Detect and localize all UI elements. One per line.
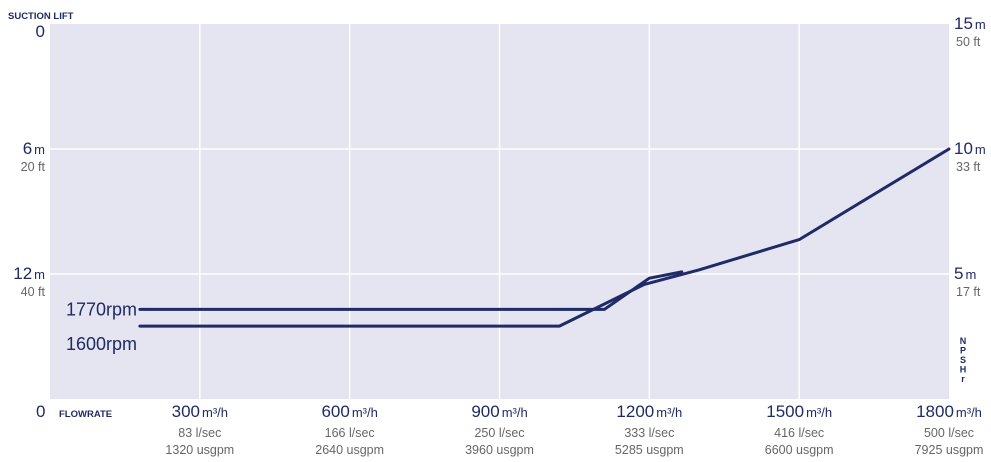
left-tick-label: 12 m xyxy=(13,264,45,283)
x-tick-sub-usgpm: 3960 usgpm xyxy=(465,443,534,457)
series-layer xyxy=(138,147,951,328)
x-tick-label: 300 m³/h xyxy=(172,402,228,421)
left-tick-sub: 40 ft xyxy=(21,285,46,299)
x-tick-sub-usgpm: 7925 usgpm xyxy=(915,443,984,457)
left-axis-title: SUCTION LIFT xyxy=(8,11,74,22)
npshr-axis-letter: r xyxy=(961,374,965,384)
x-tick-label: 1500 m³/h xyxy=(766,402,832,421)
grid-lines xyxy=(50,24,949,399)
x-tick-sub-usgpm: 5285 usgpm xyxy=(615,443,684,457)
bottom-axis-title: FLOWRATE xyxy=(59,409,112,420)
series-label: 1770rpm xyxy=(66,299,137,319)
x-tick-sub-lps: 83 l/sec xyxy=(178,426,221,440)
left-tick-sub: 20 ft xyxy=(21,160,46,174)
npshr-axis-letter: H xyxy=(960,365,967,375)
x-tick-sub-lps: 416 l/sec xyxy=(774,426,824,440)
x-tick-sub-usgpm: 1320 usgpm xyxy=(165,443,234,457)
x-tick-sub-lps: 250 l/sec xyxy=(474,426,524,440)
npshr-axis-letter: N xyxy=(960,336,967,346)
npshr-axis-letter: S xyxy=(960,355,966,365)
right-tick-label: 10 m xyxy=(954,139,986,158)
x-tick-label: 600 m³/h xyxy=(321,402,377,421)
right-tick-sub: 17 ft xyxy=(956,285,981,299)
x-tick-sub-lps: 333 l/sec xyxy=(624,426,674,440)
npshr-axis-letter: P xyxy=(960,346,966,356)
origin-label: 0 xyxy=(36,402,45,421)
x-tick-sub-lps: 166 l/sec xyxy=(325,426,375,440)
x-tick-label: 900 m³/h xyxy=(471,402,527,421)
axis-labels: SUCTION LIFT FLOWRATE 0 300 m³/h 83 l/sec 1… xyxy=(8,11,986,457)
x-tick-label: 1800 m³/h xyxy=(916,402,982,421)
series-label: 1600rpm xyxy=(66,334,137,354)
x-tick-sub-lps: 500 l/sec xyxy=(924,426,974,440)
left-tick-label: 0 xyxy=(36,22,45,41)
right-tick-sub: 50 ft xyxy=(956,35,981,49)
series-line-1600rpm xyxy=(138,147,951,328)
x-tick-sub-usgpm: 6600 usgpm xyxy=(765,443,834,457)
right-tick-sub: 33 ft xyxy=(956,160,981,174)
right-tick-label: 15 m xyxy=(954,14,986,33)
x-tick-label: 1200 m³/h xyxy=(616,402,682,421)
x-tick-sub-usgpm: 2640 usgpm xyxy=(315,443,384,457)
